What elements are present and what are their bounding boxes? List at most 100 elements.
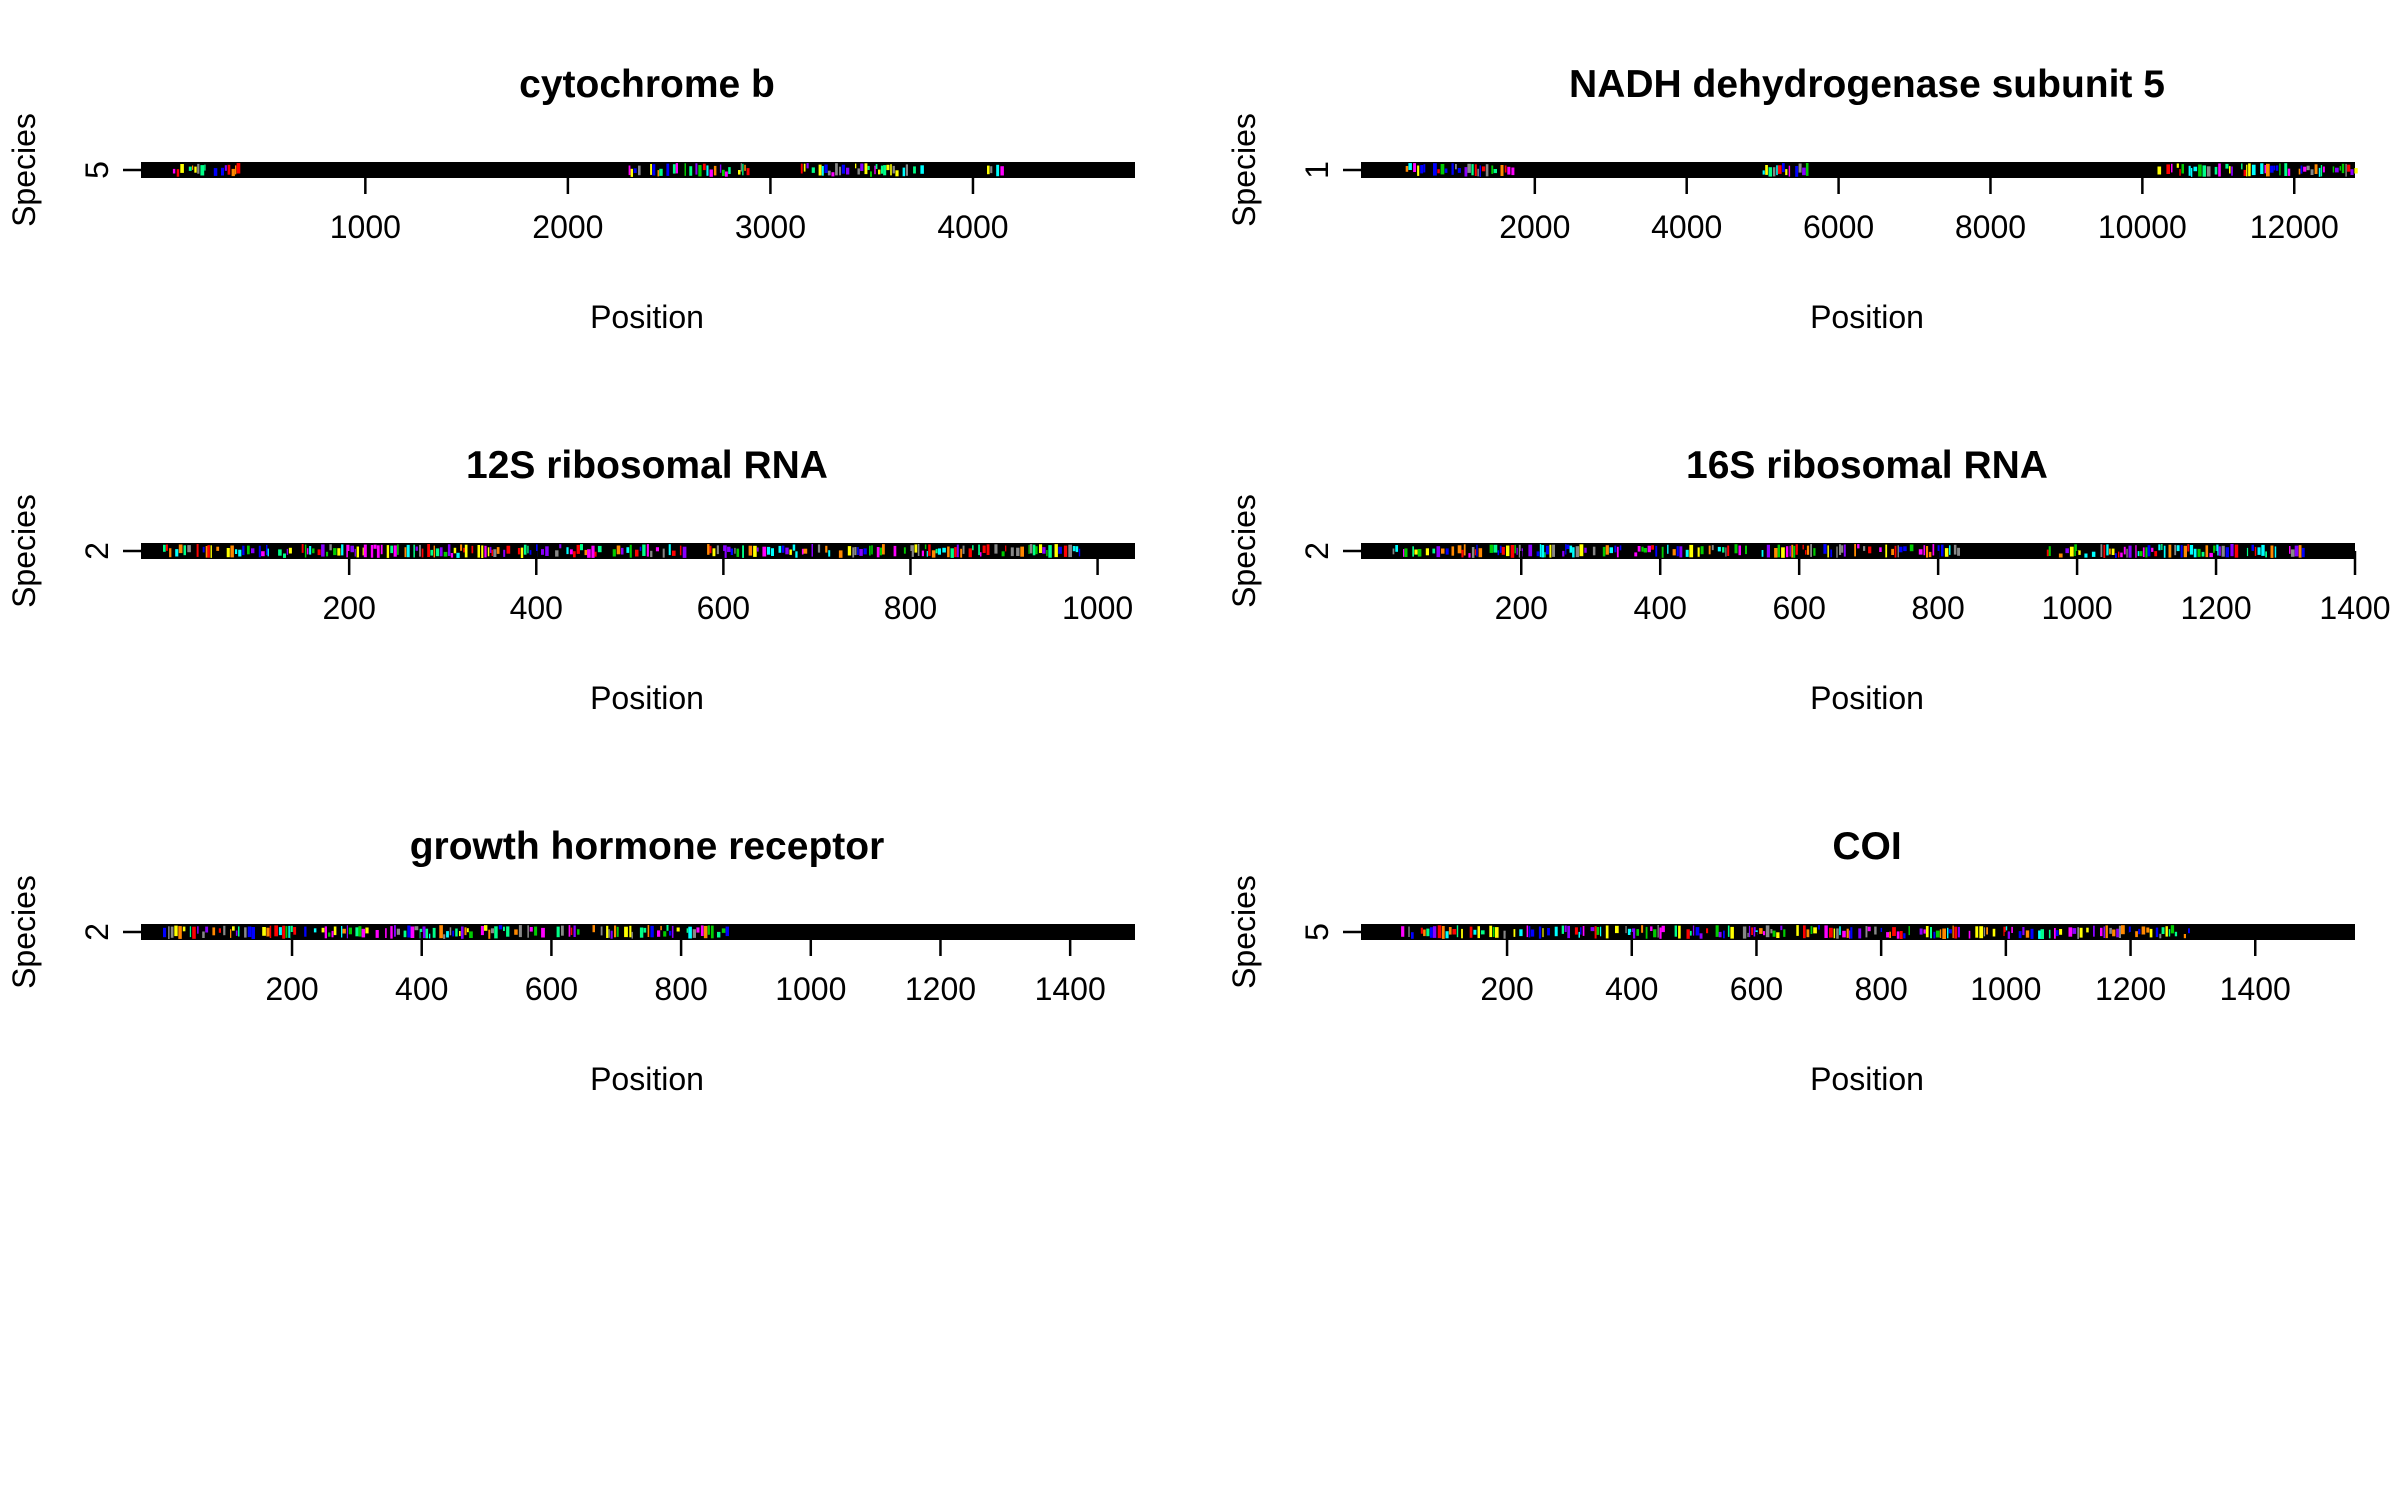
variable-site: [2225, 163, 2229, 169]
variable-site: [1545, 545, 1549, 555]
variable-site: [333, 926, 337, 936]
variable-site: [2007, 931, 2010, 939]
variable-site: [2298, 168, 2301, 175]
variable-site: [1806, 545, 1810, 555]
variable-site: [2180, 545, 2183, 558]
variable-site: [1615, 925, 1619, 934]
x-axis-label: Position: [590, 1061, 704, 1097]
variable-site: [235, 549, 238, 554]
y-axis: 5: [79, 161, 141, 179]
variable-site: [2138, 928, 2141, 935]
variable-site: [2294, 545, 2299, 557]
variable-site: [251, 927, 255, 939]
variable-site: [1426, 928, 1430, 937]
variable-site: [1717, 546, 1721, 552]
variable-site: [1706, 928, 1709, 934]
variable-site: [506, 926, 510, 937]
variable-site: [1564, 925, 1567, 932]
x-tick-label: 12000: [2250, 209, 2339, 245]
variable-site: [902, 167, 906, 177]
y-axis-label: Species: [6, 113, 42, 227]
x-axis: 200 400 600 800 1000 1200 1400: [1480, 932, 2291, 1007]
variable-site: [356, 546, 359, 558]
variable-site: [1423, 164, 1426, 173]
variable-site: [1614, 545, 1617, 553]
variable-site: [638, 165, 641, 176]
x-tick-label: 1000: [1062, 590, 1133, 626]
variable-site: [630, 168, 633, 177]
variable-site: [447, 544, 451, 556]
variable-site: [781, 545, 785, 553]
variable-site: [197, 926, 199, 934]
variable-site: [1005, 545, 1007, 552]
variable-site: [1594, 926, 1597, 939]
variable-site: [1469, 926, 1473, 938]
variable-site: [545, 546, 549, 556]
variable-site: [838, 550, 843, 558]
variable-site: [413, 544, 415, 558]
variable-site: [921, 550, 924, 557]
variable-site: [1493, 169, 1497, 174]
variable-site: [460, 544, 463, 551]
variable-site: [1437, 169, 1440, 174]
variable-site: [1068, 544, 1072, 558]
variable-site: [1813, 548, 1816, 556]
variable-site: [860, 163, 864, 171]
variable-site: [1836, 928, 1839, 939]
variable-site: [1552, 544, 1555, 557]
variable-site: [672, 550, 676, 556]
x-tick-label: 1200: [2180, 590, 2251, 626]
variable-site: [978, 544, 980, 556]
variable-site: [852, 547, 855, 558]
variable-site: [394, 925, 396, 937]
variable-site: [1471, 164, 1474, 176]
variable-site: [1578, 931, 1580, 938]
variable-site: [1858, 928, 1862, 939]
variable-site: [170, 926, 174, 938]
variable-site: [722, 169, 725, 176]
variable-site: [390, 926, 393, 939]
variable-site: [2218, 546, 2221, 556]
variable-site: [1939, 929, 1942, 938]
variable-site: [931, 550, 936, 558]
variable-site: [1445, 931, 1449, 939]
variable-site: [251, 548, 255, 554]
variable-site: [1803, 925, 1806, 939]
variable-site: [2205, 545, 2209, 558]
x-tick-label: 2000: [532, 209, 603, 245]
variable-site: [669, 930, 672, 936]
variable-site: [917, 544, 920, 556]
variable-site: [226, 548, 230, 558]
variable-site: [876, 547, 880, 558]
variable-site: [1539, 544, 1542, 558]
variable-site: [1636, 929, 1639, 936]
variable-site: [700, 925, 704, 936]
variable-site: [1544, 552, 1546, 558]
variable-site: [227, 164, 231, 175]
variable-site: [1836, 546, 1838, 558]
variable-site: [376, 545, 380, 558]
variable-site: [1880, 927, 1883, 934]
variable-site: [2310, 169, 2314, 175]
variable-site: [994, 544, 998, 554]
variable-site: [1457, 545, 1462, 554]
variable-site: [652, 164, 656, 176]
variable-site: [1433, 163, 1437, 176]
variable-site: [1063, 545, 1068, 557]
variable-site: [1511, 167, 1515, 176]
variable-site: [1762, 170, 1765, 175]
variable-site: [1411, 932, 1414, 939]
variable-site: [1672, 549, 1676, 556]
variable-site: [2287, 168, 2291, 176]
variable-site: [261, 551, 265, 557]
variable-site: [676, 927, 680, 932]
variable-site: [1028, 544, 1030, 554]
x-axis: 200 400 600 800 1000 1200 1400: [1495, 551, 2391, 626]
variable-site: [1485, 164, 1489, 177]
x-axis: 1000 2000 3000 4000: [330, 170, 1009, 245]
y-tick-label: 2: [79, 542, 115, 560]
variable-site: [1730, 926, 1734, 939]
variable-site: [1975, 926, 1979, 938]
variable-site: [886, 164, 890, 171]
variable-site: [1054, 544, 1058, 558]
